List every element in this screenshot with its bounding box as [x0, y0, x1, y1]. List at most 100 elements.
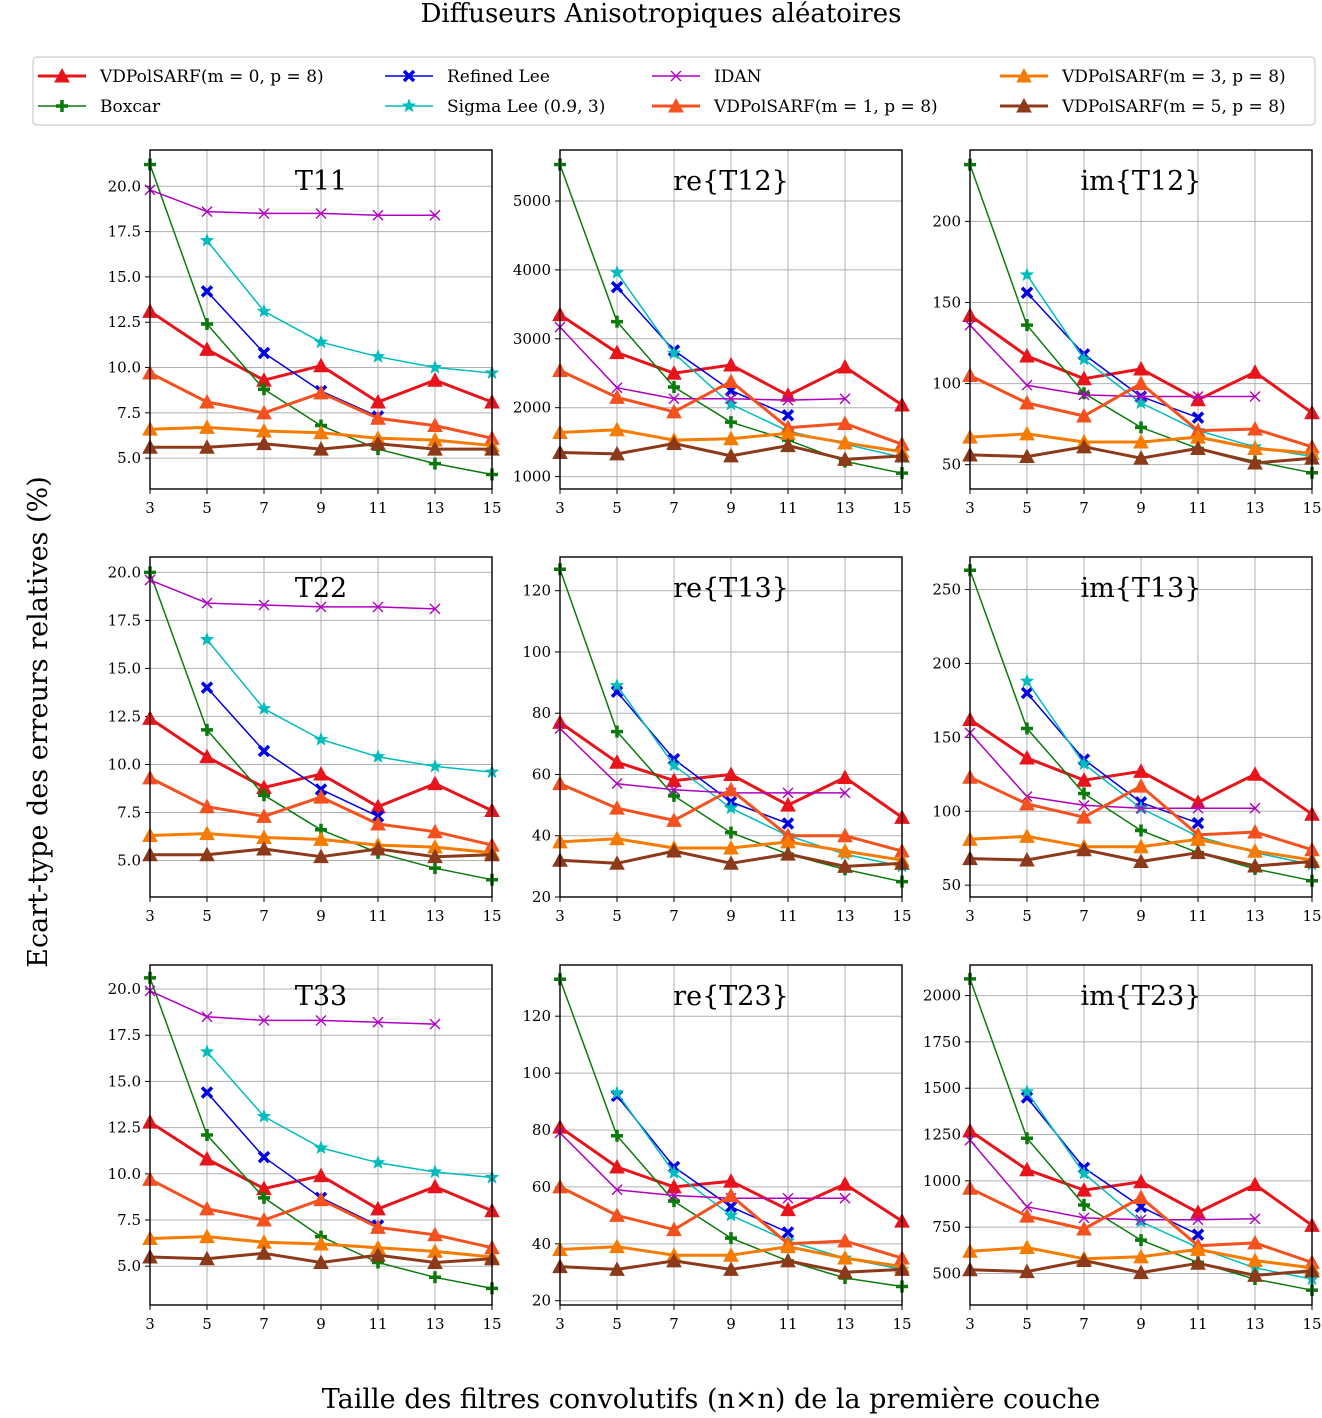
- data-point-idan: [1192, 802, 1204, 814]
- x-tick-label: 13: [835, 1315, 854, 1333]
- y-tick-label: 15.0: [108, 659, 141, 677]
- data-point-slee: [666, 1164, 682, 1179]
- x-tick-label: 9: [316, 1315, 326, 1333]
- series-line-rlee: [206, 290, 379, 418]
- y-tick-label: 120: [522, 1007, 551, 1025]
- data-point-idan: [201, 206, 213, 218]
- y-tick-label: 40: [532, 827, 551, 845]
- data-point-vdp3: [609, 830, 625, 846]
- legend-item-idan: IDAN: [652, 67, 762, 87]
- x-tick-label: 3: [145, 1315, 155, 1333]
- series-line-idan: [149, 579, 436, 610]
- data-point-idan: [429, 603, 441, 615]
- data-point-vdp5: [837, 858, 853, 873]
- data-point-vdp0: [370, 393, 386, 409]
- data-point-idan: [782, 787, 794, 799]
- data-point-vdp1: [723, 1187, 739, 1202]
- data-point-slee: [313, 1140, 329, 1155]
- data-point-vdp5: [723, 855, 739, 870]
- data-point-vdp1: [837, 827, 853, 843]
- data-point-vdp3: [837, 842, 853, 858]
- data-point-idan: [258, 207, 270, 219]
- data-point-vdp1: [1247, 420, 1263, 436]
- axes-frame: [559, 964, 903, 1306]
- data-point-slee: [370, 348, 386, 363]
- data-point-vdp5: [1019, 1263, 1035, 1279]
- y-tick-label: 20: [532, 1292, 551, 1310]
- x-tick-label: 5: [1022, 499, 1032, 517]
- data-point-boxcar: [1135, 824, 1147, 837]
- data-point-vdp3: [1133, 838, 1149, 854]
- data-point-vdp5: [666, 435, 682, 451]
- legend-marker-vdp1: [668, 97, 684, 113]
- y-tick-label: 7.5: [117, 404, 141, 422]
- data-point-rlee: [1020, 686, 1034, 700]
- data-point-vdp3: [199, 825, 215, 841]
- data-point-vdp0: [609, 1158, 625, 1174]
- data-point-boxcar: [1078, 387, 1090, 400]
- data-point-idan: [372, 601, 384, 613]
- y-tick-label: 1500: [923, 1079, 961, 1097]
- data-point-vdp5: [199, 439, 215, 454]
- x-tick-label: 15: [482, 499, 501, 517]
- legend-item-slee: Sigma Lee (0.9, 3): [385, 97, 605, 117]
- data-point-vdp0: [313, 357, 329, 373]
- data-point-vdp3: [313, 424, 329, 440]
- data-point-idan: [839, 393, 851, 405]
- data-point-idan: [782, 1192, 794, 1204]
- x-tick-label: 13: [835, 907, 854, 925]
- data-point-vdp5: [256, 840, 272, 856]
- data-point-idan: [1078, 389, 1090, 401]
- y-tick-label: 60: [532, 1178, 551, 1196]
- data-point-rlee: [257, 744, 271, 758]
- data-point-boxcar: [668, 1195, 680, 1208]
- x-tick-label: 9: [726, 1315, 736, 1333]
- data-point-vdp1: [666, 812, 682, 827]
- series-line-slee: [206, 1051, 493, 1179]
- series-group: [962, 564, 1320, 887]
- data-point-vdp0: [1247, 364, 1263, 379]
- data-point-vdp3: [1019, 828, 1035, 843]
- data-point-vdp0: [837, 1176, 853, 1191]
- data-point-idan: [668, 1189, 680, 1201]
- data-point-vdp1: [313, 1191, 329, 1207]
- series-line-slee: [1026, 1091, 1313, 1280]
- data-point-vdp0: [837, 358, 853, 374]
- data-point-slee: [1019, 1084, 1035, 1099]
- data-point-rlee: [781, 409, 795, 422]
- legend-marker-slee: [401, 98, 417, 113]
- legend-frame: [32, 56, 1316, 126]
- y-tick-label: 150: [932, 293, 961, 311]
- data-point-vdp5: [837, 1264, 853, 1279]
- data-point-vdp5: [666, 1252, 682, 1268]
- data-point-vdp0: [1133, 763, 1149, 778]
- axes-frame: [969, 964, 1313, 1306]
- x-tick-label: 15: [892, 907, 911, 925]
- x-tick-label: 5: [612, 1315, 622, 1333]
- y-tick-label: 20.0: [108, 177, 141, 195]
- series-line-slee: [1026, 680, 1313, 866]
- data-point-idan: [1135, 802, 1147, 814]
- data-point-slee: [256, 303, 272, 318]
- data-point-vdp0: [1133, 360, 1149, 376]
- data-point-vdp0: [1247, 1176, 1263, 1192]
- y-tick-label: 10.0: [108, 1165, 141, 1183]
- data-point-rlee: [1191, 411, 1205, 424]
- data-point-vdp1: [1133, 375, 1149, 391]
- legend-marker-idan: [670, 70, 682, 82]
- data-point-vdp1: [723, 781, 739, 797]
- data-point-vdp1: [427, 823, 443, 839]
- y-tick-label: 100: [932, 802, 961, 820]
- data-point-vdp1: [1247, 1234, 1263, 1250]
- x-axis-label: Taille des filtres convolutifs (n×n) de …: [322, 1384, 1101, 1415]
- y-tick-label: 50: [942, 876, 961, 894]
- y-tick-label: 5.0: [117, 852, 141, 870]
- y-tick-label: 60: [532, 765, 551, 783]
- data-point-vdp1: [370, 1219, 386, 1234]
- data-point-boxcar: [258, 1191, 270, 1204]
- data-point-slee: [666, 757, 682, 772]
- data-point-vdp1: [1019, 394, 1035, 410]
- x-tick-label: 5: [1022, 907, 1032, 925]
- data-point-idan: [1078, 799, 1090, 811]
- legend-marker-boxcar: [56, 100, 68, 112]
